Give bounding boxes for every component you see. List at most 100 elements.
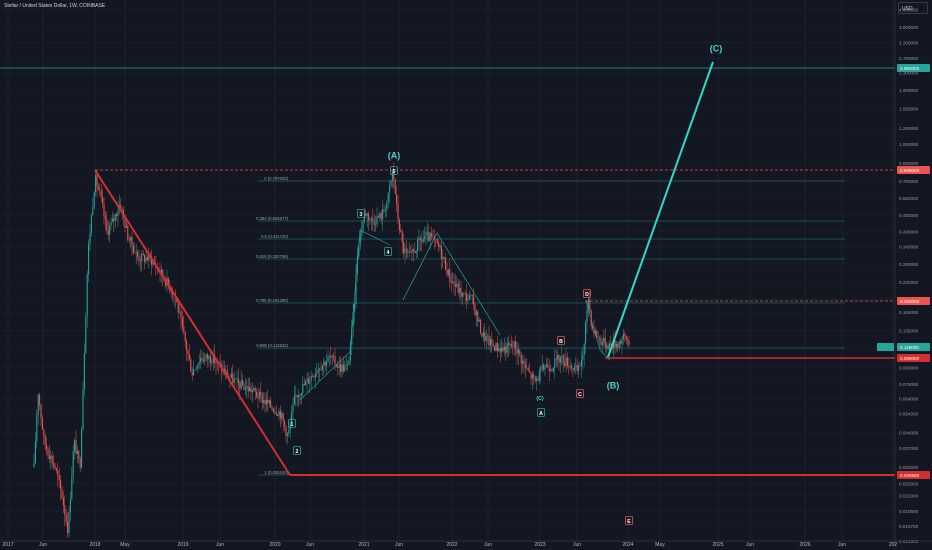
candle-body [333, 355, 335, 357]
price-badge [897, 166, 930, 174]
candle-body [349, 344, 351, 361]
candle-body [575, 365, 577, 368]
wave-label: A [539, 411, 543, 417]
candle-body [180, 311, 182, 318]
correction-path [585, 300, 611, 361]
candle-body [323, 361, 325, 366]
candle-body [512, 346, 514, 347]
symbol-title[interactable]: Stellar / United States Dollar, 1W, COIN… [4, 3, 106, 9]
candle-body [167, 277, 169, 285]
price-tick-label: 1.050000 [899, 142, 919, 147]
candle-body [362, 221, 364, 231]
wave-label: E [627, 519, 631, 525]
price-badge-label: 0.200000 [900, 299, 920, 304]
time-tick-label: Jun [484, 542, 492, 548]
candle-body [488, 335, 490, 346]
candle-body [393, 171, 395, 179]
candle-body [299, 395, 301, 396]
candle-body [552, 368, 554, 371]
candle-body [557, 354, 559, 360]
candle-body [240, 380, 242, 389]
candle-body [88, 243, 90, 275]
candle-body [264, 400, 266, 405]
price-axis[interactable]: 4.600000 3.800000 3.200000 2.700000 2.300000… [894, 0, 919, 550]
price-tick-label: 0.013300 [899, 539, 919, 544]
price-tick-label: 0.165000 [899, 310, 919, 315]
candle-body [530, 372, 532, 379]
candle-body [250, 387, 252, 393]
wave-path [299, 229, 391, 401]
candle-body [487, 335, 489, 337]
candle-body [102, 197, 104, 205]
candle-body [292, 404, 294, 413]
candle-body [327, 356, 329, 362]
candle-body [375, 224, 377, 226]
candle-body [467, 299, 469, 301]
candle-body [519, 349, 521, 355]
candle-body [172, 292, 174, 295]
candle-body [293, 395, 295, 405]
candle-body [491, 338, 493, 345]
candle-body [425, 232, 427, 237]
candle-body [550, 369, 552, 371]
candle-body [503, 346, 505, 351]
candle-body [251, 390, 253, 393]
candle-body [138, 257, 140, 262]
candle-body [505, 346, 507, 353]
chart-grid [7, 0, 894, 541]
candle-body [36, 414, 38, 442]
candle-body [41, 418, 43, 430]
time-tick-label: Jun [306, 542, 314, 548]
candle-body [110, 222, 112, 226]
price-tick-label: 0.400000 [899, 230, 919, 235]
candle-body [181, 317, 183, 326]
candle-body [277, 414, 279, 416]
candle-body [372, 218, 374, 222]
candle-body [354, 303, 356, 313]
candle-body [422, 238, 424, 242]
candle-body [379, 212, 381, 218]
candle-body [257, 396, 259, 399]
candle-body [317, 368, 319, 373]
candle-body [48, 455, 50, 460]
candle-body [547, 364, 549, 368]
candle-body [382, 209, 384, 220]
candle-body [68, 511, 70, 533]
currency-button[interactable]: USD [898, 2, 928, 14]
time-tick-label: 202 [889, 542, 898, 548]
wave-label-box [557, 336, 565, 345]
time-axis[interactable]: 2017 Jun 2018 May 2019 Jun 2020 Jun 2021 Jun 2022 J… [0, 540, 932, 548]
candle-body [604, 337, 606, 348]
candle-body [587, 299, 589, 311]
candle-body [263, 400, 265, 403]
candle-body [117, 210, 119, 216]
candle-body [320, 369, 322, 371]
candle-body [624, 333, 626, 336]
price-tick-label: 0.580000 [899, 196, 919, 201]
candle-body [494, 346, 496, 352]
candle-body [400, 230, 402, 232]
candle-body [132, 246, 134, 253]
candle-body [104, 216, 106, 220]
candle-body [384, 209, 386, 211]
candle-body [109, 225, 111, 235]
candle-body [314, 373, 316, 378]
candle-body [170, 291, 172, 293]
candle-body [330, 356, 332, 358]
candle-body [414, 250, 416, 253]
candle-body [191, 371, 193, 376]
candle-body [573, 367, 575, 371]
wave-label-box [293, 446, 301, 455]
candle-body [592, 326, 594, 329]
candle-body [411, 249, 413, 253]
candle-body [303, 383, 305, 386]
candle-body [454, 284, 456, 287]
candle-body [390, 180, 392, 186]
candle-body [69, 499, 71, 512]
candle-body [33, 463, 35, 468]
price-tick-label: 0.135000 [899, 328, 919, 333]
candle-body [589, 299, 591, 310]
time-tick-label: 2025 [712, 542, 723, 548]
wave-label-box [390, 166, 398, 175]
